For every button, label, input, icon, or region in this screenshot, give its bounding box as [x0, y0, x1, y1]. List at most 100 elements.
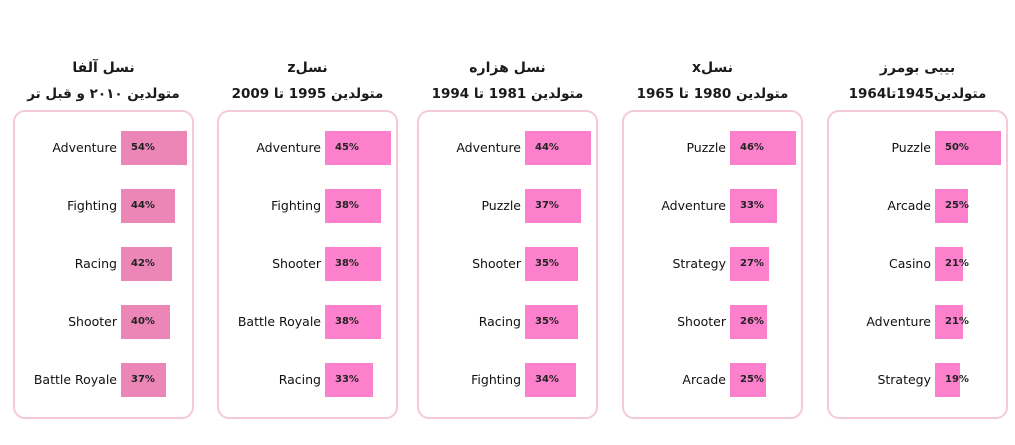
value-label: 33% [740, 200, 764, 211]
category-label: Battle Royale [237, 314, 321, 329]
category-label: Fighting [471, 372, 521, 387]
bar-row: Fighting 44% [13, 187, 194, 225]
value-label: 54% [131, 142, 155, 153]
bar [730, 247, 769, 281]
category-label: Racing [478, 314, 521, 329]
category-label: Shooter [677, 314, 726, 329]
bar [121, 363, 166, 397]
panel-title: نسلx [691, 60, 734, 76]
bar [325, 363, 373, 397]
value-label: 21% [945, 316, 969, 327]
category-label: Arcade [887, 198, 931, 213]
bar [121, 131, 187, 165]
panel-2: نسلz متولدین 1995 تا 2009 Adventure 45% Figh… [217, 0, 398, 445]
category-label: Strategy [877, 372, 931, 387]
value-label: 37% [131, 374, 155, 385]
category-label: Adventure [866, 314, 931, 329]
panel-subtitle: متولدین 1981 تا 1994 [431, 86, 584, 102]
bar [730, 131, 796, 165]
value-label: 38% [335, 316, 359, 327]
panel-4: نسلx متولدین 1980 تا 1965 Puzzle 46% Adventu… [622, 0, 803, 445]
bar-row: Puzzle 37% [417, 187, 598, 225]
category-label: Adventure [661, 198, 726, 213]
category-label: Casino [889, 256, 931, 271]
value-label: 44% [131, 200, 155, 211]
category-label: Adventure [52, 140, 117, 155]
bar [325, 305, 381, 339]
value-label: 42% [131, 258, 155, 269]
panel-subtitle: متولدین 1995 تا 2009 [231, 86, 384, 102]
bar [730, 305, 767, 339]
value-label: 26% [740, 316, 764, 327]
bar-row: Arcade 25% [827, 187, 1008, 225]
panel-title: نسل آلفا [72, 60, 135, 76]
value-label: 19% [945, 374, 969, 385]
bar [325, 131, 391, 165]
bar [325, 189, 381, 223]
category-label: Racing [74, 256, 117, 271]
bar [935, 131, 1001, 165]
category-label: Racing [278, 372, 321, 387]
bar-row: Puzzle 46% [622, 129, 803, 167]
value-label: 35% [535, 258, 559, 269]
value-label: 38% [335, 258, 359, 269]
category-label: Fighting [271, 198, 321, 213]
bar-row: Casino 21% [827, 245, 1008, 283]
category-label: Adventure [256, 140, 321, 155]
category-label: Fighting [67, 198, 117, 213]
value-label: 44% [535, 142, 559, 153]
value-label: 34% [535, 374, 559, 385]
value-label: 50% [945, 142, 969, 153]
panel-title: بیبی بومرز [879, 60, 956, 76]
category-label: Puzzle [481, 198, 521, 213]
bar [325, 247, 381, 281]
value-label: 25% [740, 374, 764, 385]
bar-row: Adventure 21% [827, 303, 1008, 341]
panel-subtitle: متولدین ۲۰۱۰ و قبل تر [27, 86, 180, 102]
panel-title: نسلz [287, 60, 328, 76]
value-label: 21% [945, 258, 969, 269]
bar-row: Strategy 27% [622, 245, 803, 283]
bar [935, 305, 963, 339]
bar [121, 247, 172, 281]
bar [525, 305, 578, 339]
bar [121, 305, 170, 339]
bar-row: Adventure 44% [417, 129, 598, 167]
panel-1: نسل آلفا متولدین ۲۰۱۰ و قبل تر Adventure 54… [13, 0, 194, 445]
value-label: 27% [740, 258, 764, 269]
category-label: Battle Royale [33, 372, 117, 387]
category-label: Arcade [682, 372, 726, 387]
bar-row: Adventure 54% [13, 129, 194, 167]
value-label: 40% [131, 316, 155, 327]
panel-5: بیبی بومرز متولدین1945تا1964 Puzzle 50% Arca… [827, 0, 1008, 445]
value-label: 38% [335, 200, 359, 211]
bar [730, 189, 777, 223]
bar-row: Shooter 35% [417, 245, 598, 283]
bar [935, 189, 968, 223]
value-label: 25% [945, 200, 969, 211]
value-label: 35% [535, 316, 559, 327]
bar-row: Fighting 38% [217, 187, 398, 225]
bar-row: Racing 35% [417, 303, 598, 341]
bar-row: Racing 42% [13, 245, 194, 283]
category-label: Shooter [472, 256, 521, 271]
bar [525, 189, 581, 223]
bar [935, 247, 963, 281]
bar-row: Arcade 25% [622, 361, 803, 399]
bar [935, 363, 960, 397]
bar-row: Racing 33% [217, 361, 398, 399]
panel-title: نسل هزاره [469, 60, 546, 76]
category-label: Strategy [672, 256, 726, 271]
value-label: 46% [740, 142, 764, 153]
category-label: Adventure [456, 140, 521, 155]
bar [525, 247, 578, 281]
bar-row: Adventure 45% [217, 129, 398, 167]
bar-row: Shooter 40% [13, 303, 194, 341]
bar-row: Strategy 19% [827, 361, 1008, 399]
bar-row: Shooter 38% [217, 245, 398, 283]
category-label: Shooter [68, 314, 117, 329]
value-label: 33% [335, 374, 359, 385]
bar-row: Battle Royale 37% [13, 361, 194, 399]
bar [525, 363, 576, 397]
panel-3: نسل هزاره متولدین 1981 تا 1994 Adventure 44… [417, 0, 598, 445]
